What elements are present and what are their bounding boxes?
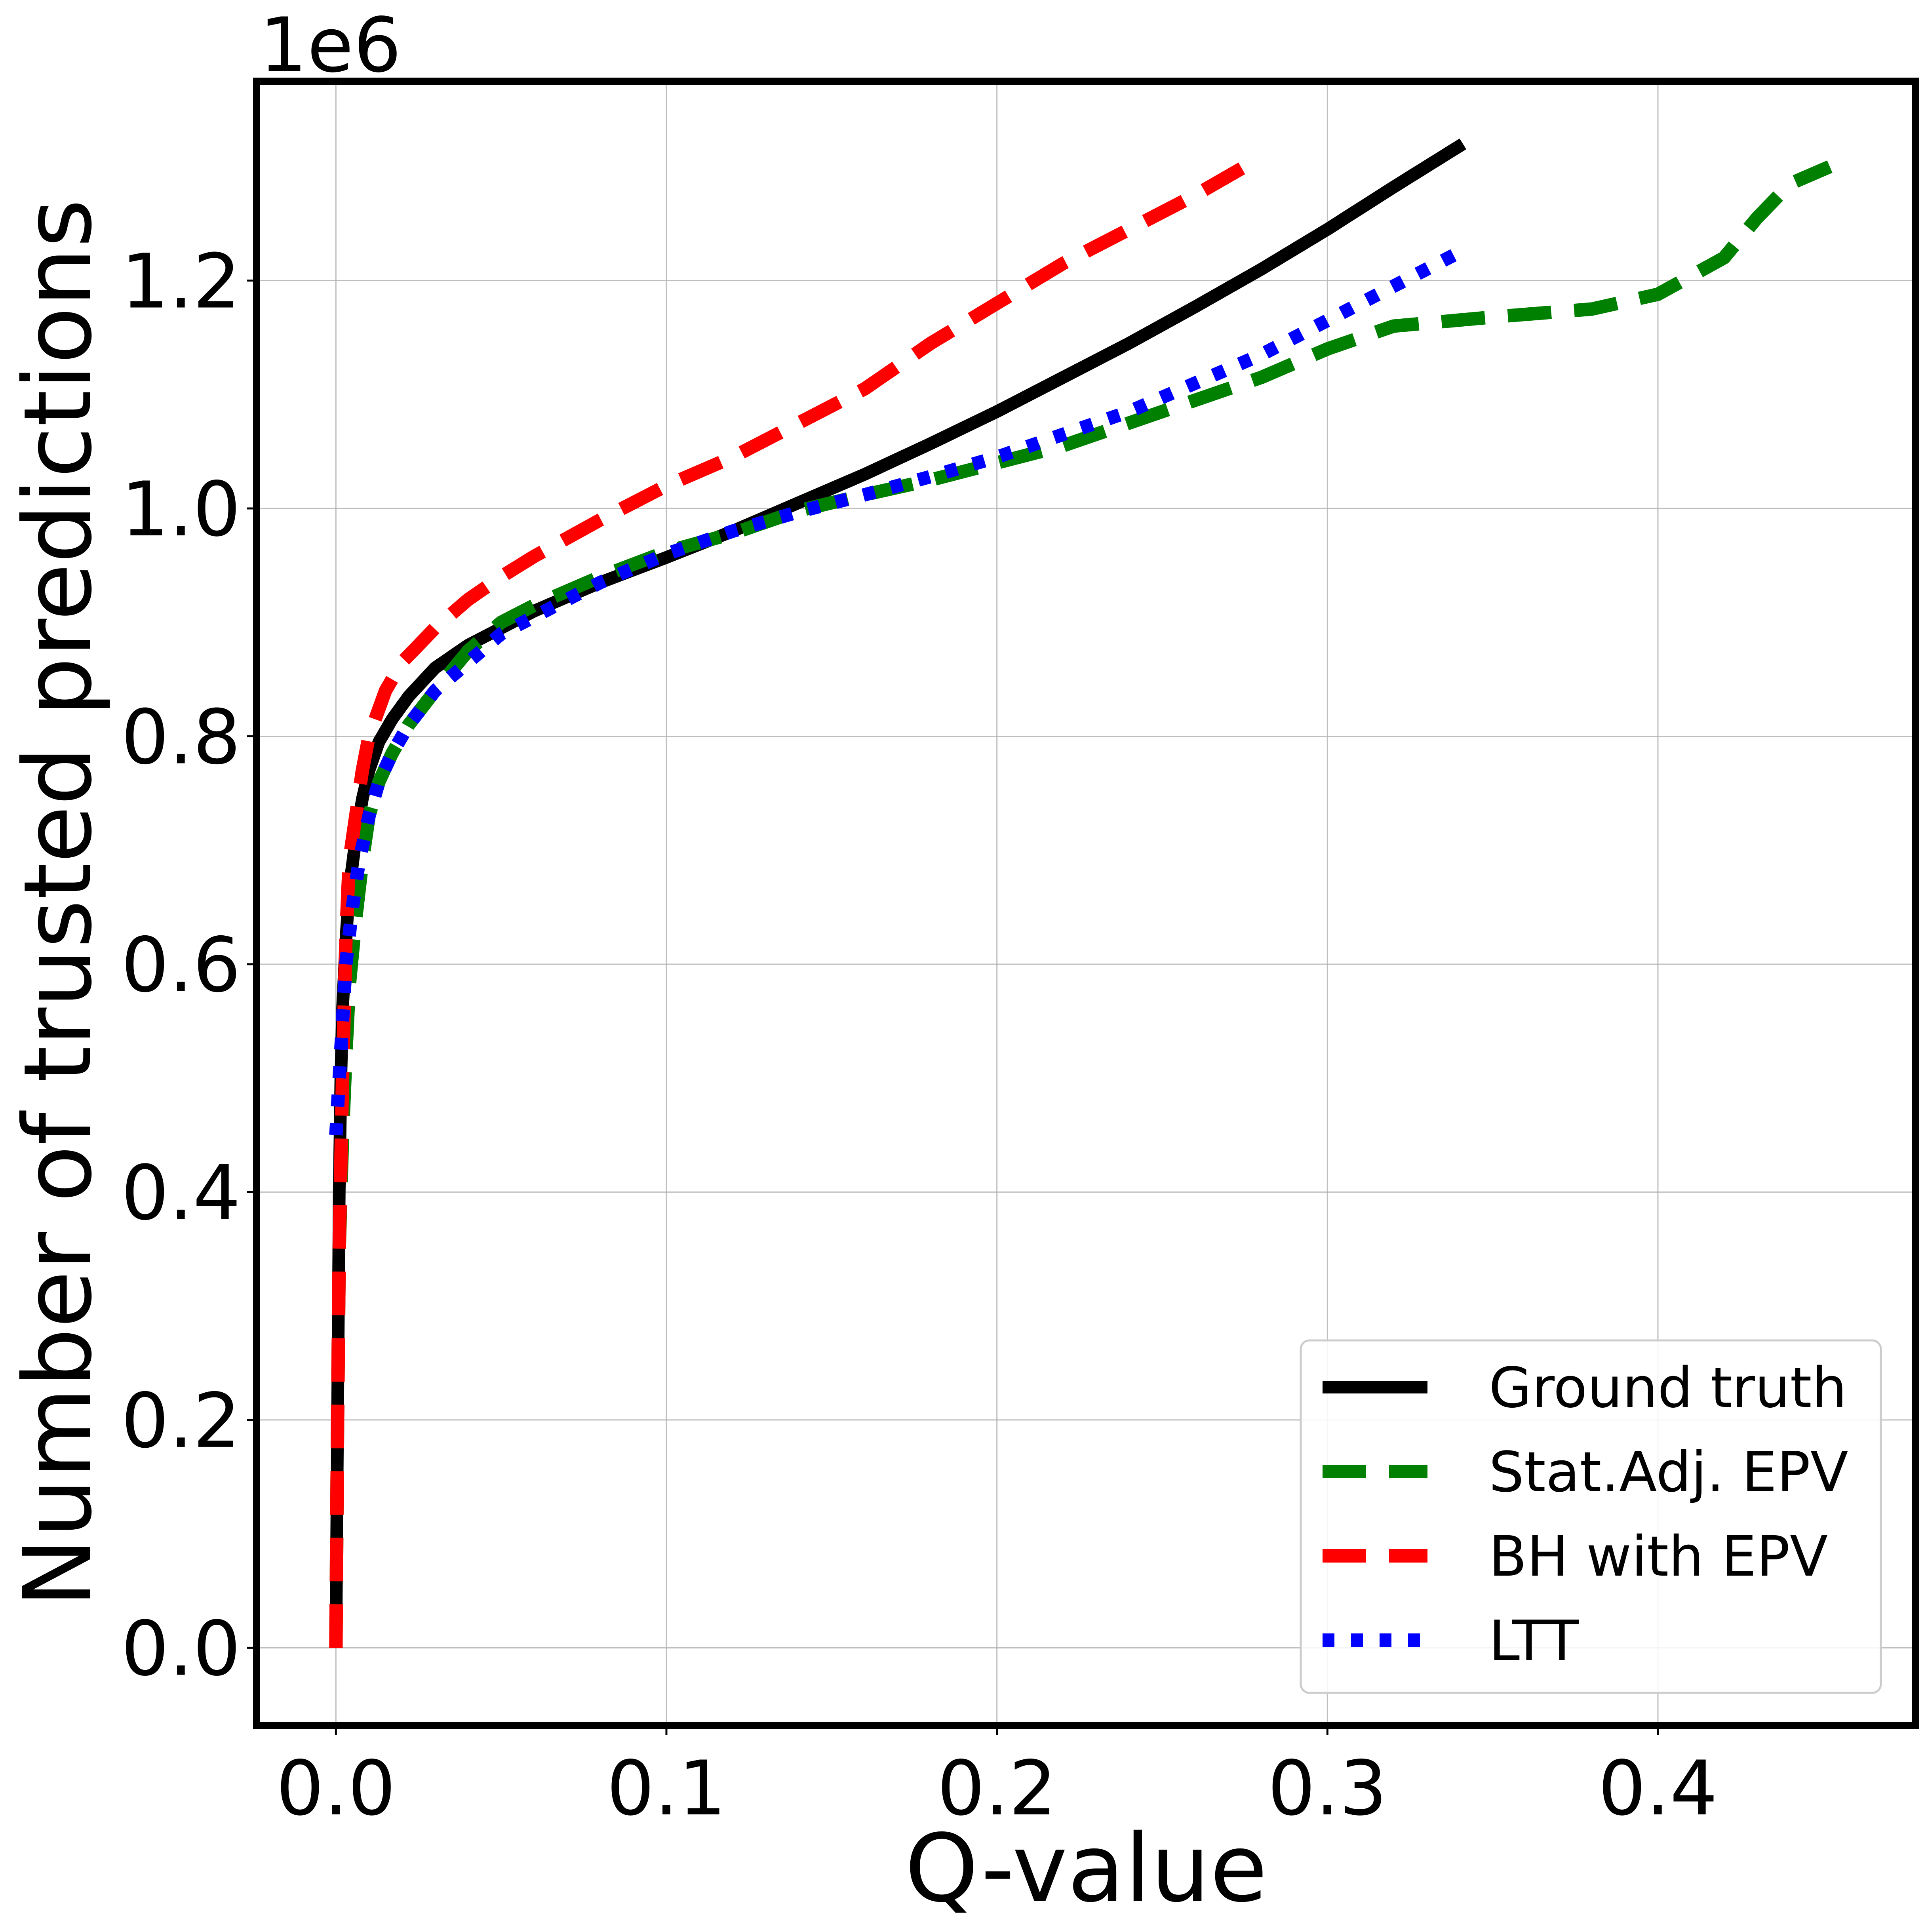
x-tick-label: 0.1 — [607, 1745, 726, 1832]
x-tick-label: 0.0 — [276, 1745, 396, 1832]
y-tick-label: 0.6 — [121, 921, 241, 1009]
legend-label: Ground truth — [1489, 1356, 1847, 1420]
tick-labels: 0.0 0.1 0.2 0.3 0.4 0.0 0.2 0.4 0.6 0.8 1.0 1.2 — [121, 238, 1718, 1832]
x-tick-label: 0.2 — [937, 1745, 1057, 1832]
series-line-ltt — [329, 246, 1463, 1136]
legend-box — [1300, 1339, 1882, 1694]
y-axis-label: Number of trusted predictions — [4, 199, 112, 1607]
x-axis-label: Q-value — [905, 1814, 1268, 1923]
x-tick-label: 0.4 — [1598, 1745, 1718, 1832]
x-tick-label: 0.3 — [1268, 1745, 1387, 1832]
legend: Ground truth Stat.Adj. EPV BH with EPV LTT — [1300, 1339, 1882, 1694]
grid — [257, 81, 1916, 1725]
y-tick-label: 0.8 — [121, 693, 241, 781]
y-tick-label: 0.2 — [121, 1377, 241, 1465]
legend-label: LTT — [1489, 1609, 1579, 1673]
series-line-bh-with-epv — [329, 155, 1258, 1648]
y-tick-label: 0.0 — [121, 1605, 241, 1692]
legend-label: BH with EPV — [1489, 1525, 1828, 1589]
ticks — [247, 280, 1659, 1735]
y-tick-label: 0.4 — [121, 1149, 241, 1237]
legend-label: Stat.Adj. EPV — [1489, 1440, 1848, 1505]
y-tick-label: 1.0 — [121, 466, 241, 553]
y-offset-label: 1e6 — [259, 2, 402, 89]
plot-frame — [253, 78, 1919, 1729]
series-layer — [329, 138, 1833, 1648]
y-tick-label: 1.2 — [121, 238, 241, 325]
